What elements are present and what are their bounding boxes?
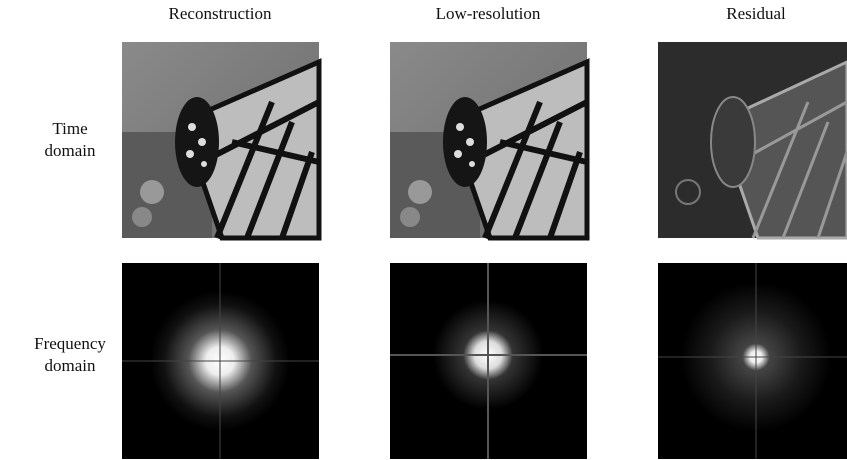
column-header: Residual — [726, 4, 786, 23]
row-label: domain — [45, 141, 96, 160]
time-low-resolution-image — [390, 42, 587, 238]
image-grid — [122, 42, 847, 459]
column-header: Reconstruction — [169, 4, 272, 23]
row-label: domain — [45, 356, 96, 375]
row-label: Frequency — [34, 334, 106, 353]
freq-low-resolution-image — [390, 263, 587, 459]
time-residual-image — [656, 40, 847, 240]
freq-reconstruction-image — [122, 263, 319, 459]
time-reconstruction-image — [122, 42, 319, 238]
freq-residual-image — [658, 263, 847, 459]
column-header: Low-resolution — [436, 4, 541, 23]
row-label: Time — [52, 119, 87, 138]
